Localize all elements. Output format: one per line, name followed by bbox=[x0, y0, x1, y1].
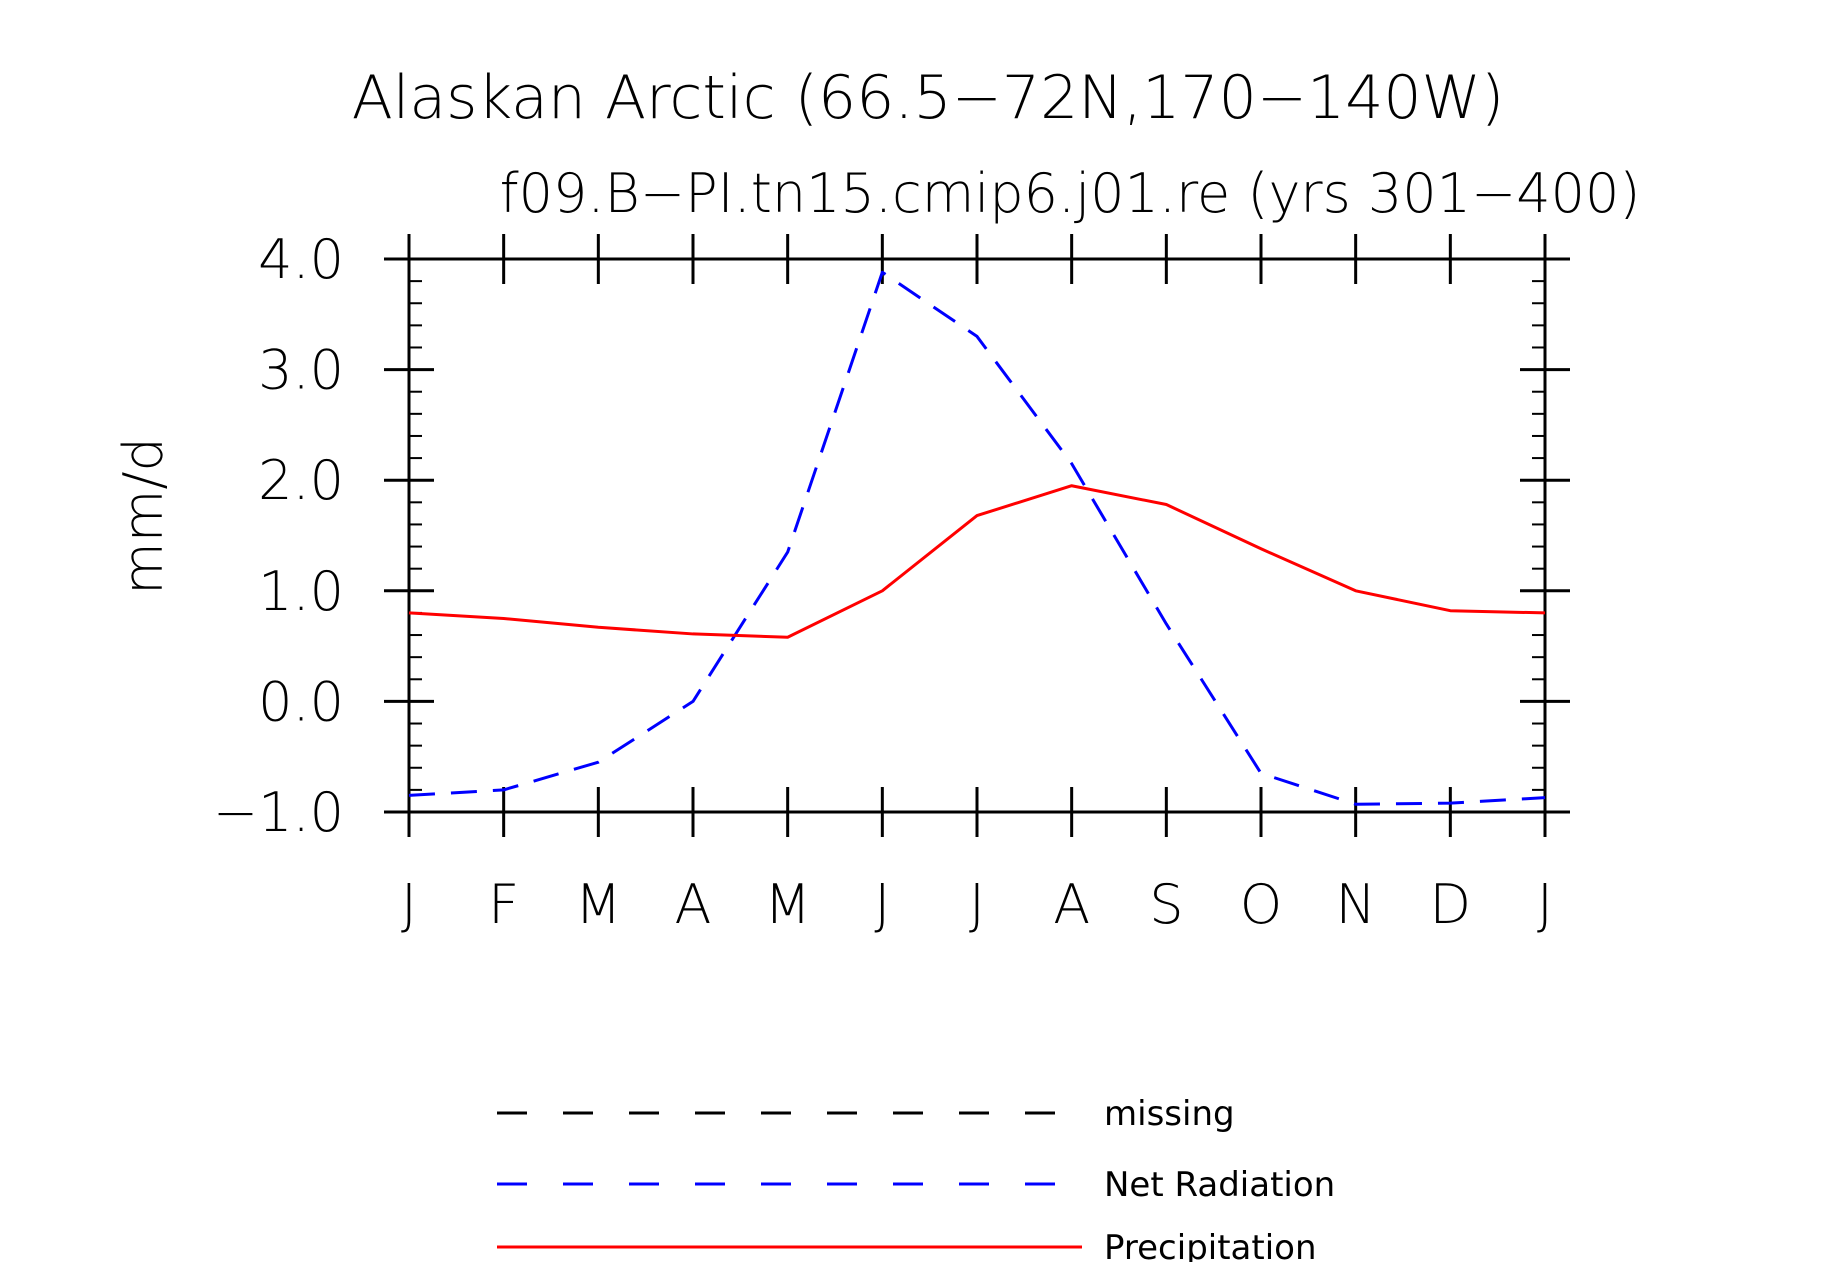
x-tick-label: M bbox=[575, 873, 622, 936]
x-tick-label: J bbox=[874, 873, 890, 936]
major-ticks bbox=[384, 234, 1570, 837]
series-lines bbox=[408, 270, 1546, 806]
plot-border bbox=[407, 257, 1547, 814]
y-axis-label: mm/d bbox=[112, 437, 175, 595]
x-tick-label: J bbox=[969, 873, 985, 936]
y-tick-label: 1.0 bbox=[258, 560, 344, 623]
x-tick-label: J bbox=[401, 873, 417, 936]
y-tick-labels: 4.0 3.0 2.0 1.0 0.0 −1.0 bbox=[213, 228, 344, 844]
y-tick-label: −1.0 bbox=[213, 781, 344, 844]
chart-title: Alaskan Arctic (66.5−72N,170−140W) bbox=[352, 63, 1505, 133]
series-line-precipitation bbox=[408, 484, 1546, 639]
legend-label-precipitation: Precipitation bbox=[1104, 1228, 1317, 1262]
y-tick-label: 2.0 bbox=[258, 449, 344, 512]
x-tick-label: D bbox=[1430, 873, 1472, 936]
x-tick-label: A bbox=[675, 873, 712, 936]
y-tick-label: 0.0 bbox=[258, 670, 344, 733]
legend: missing Net Radiation Precipitation bbox=[497, 1094, 1335, 1262]
chart-subtitle: f09.B−PI.tn15.cmip6.j01.re (yrs 301−400) bbox=[500, 162, 1641, 225]
minor-ticks bbox=[409, 280, 1545, 791]
x-tick-label: J bbox=[1537, 873, 1553, 936]
x-tick-label: A bbox=[1053, 873, 1090, 936]
x-tick-label: M bbox=[764, 873, 811, 936]
series-line-net-radiation bbox=[408, 270, 1546, 806]
y-tick-label: 4.0 bbox=[258, 228, 344, 291]
x-tick-label: S bbox=[1149, 873, 1183, 936]
x-tick-label: N bbox=[1335, 873, 1375, 936]
plot-frame bbox=[407, 257, 1547, 814]
x-tick-label: O bbox=[1240, 873, 1283, 936]
legend-label-net-radiation: Net Radiation bbox=[1104, 1165, 1335, 1205]
legend-label-missing: missing bbox=[1104, 1094, 1235, 1134]
y-tick-label: 3.0 bbox=[258, 339, 344, 402]
x-tick-label: F bbox=[488, 873, 519, 936]
